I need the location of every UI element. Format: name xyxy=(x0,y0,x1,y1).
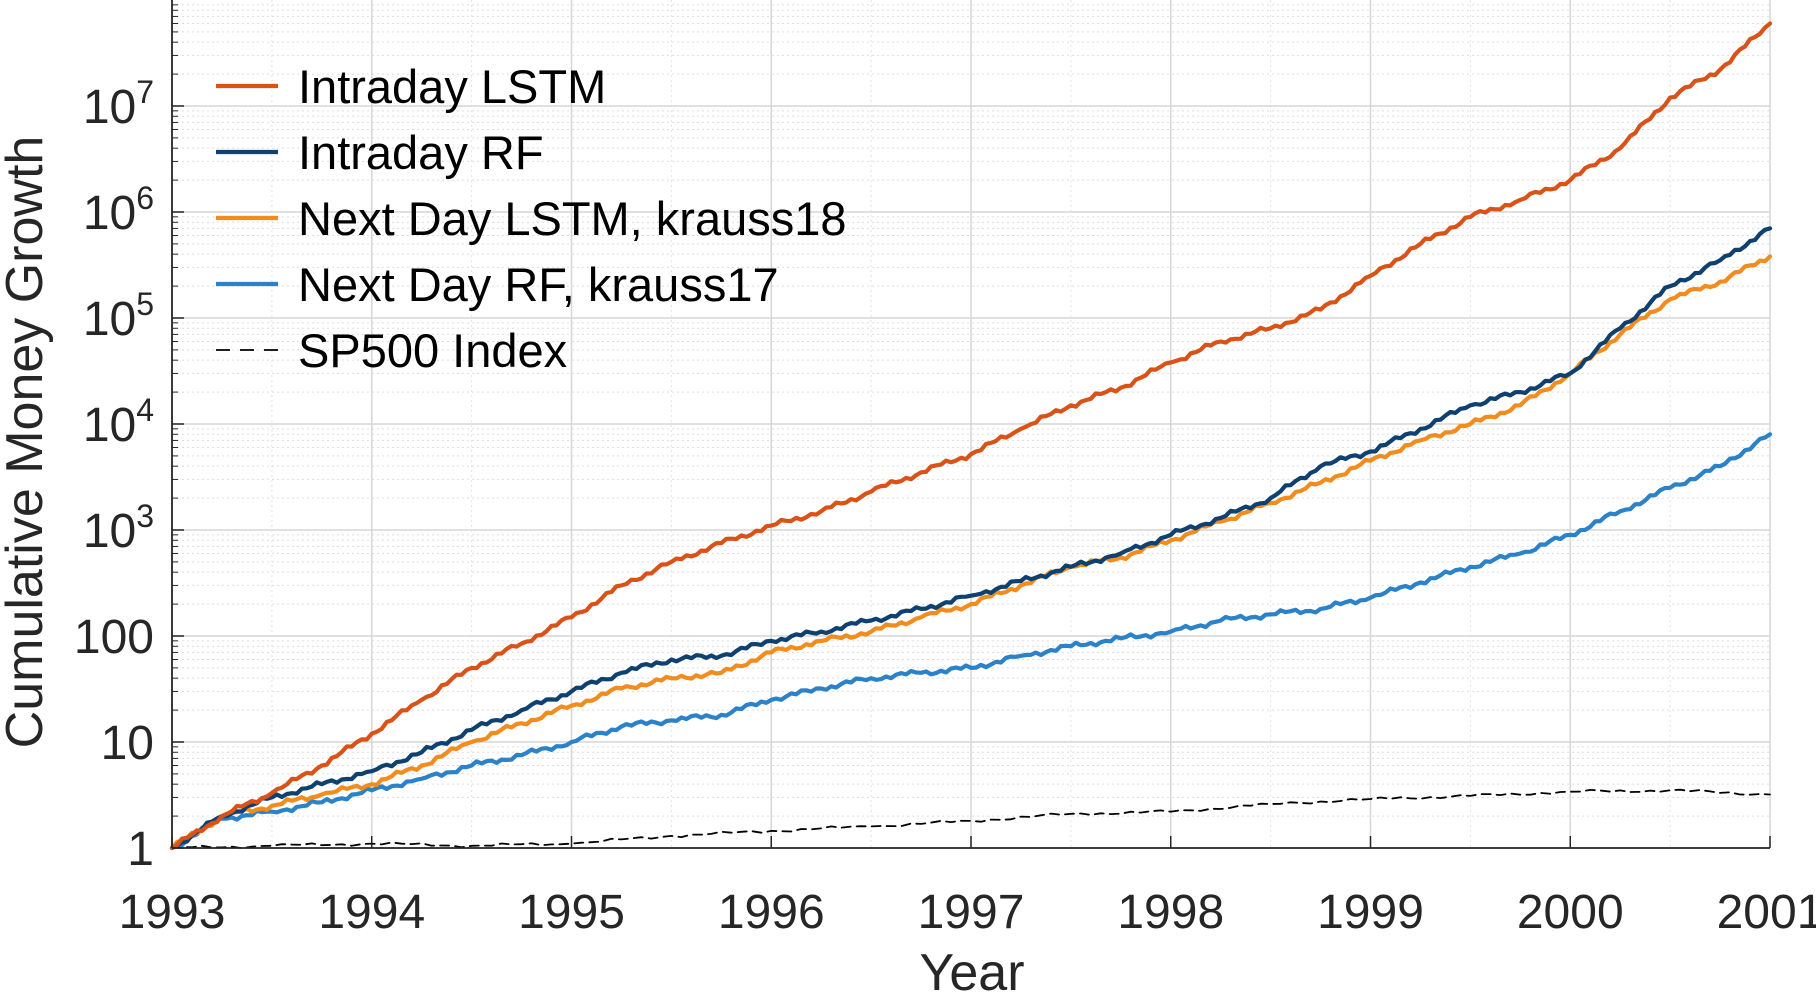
series-line-intraday-lstm xyxy=(169,21,1773,851)
legend-label: Next Day LSTM, krauss18 xyxy=(298,192,847,245)
y-tick-label: 107 xyxy=(83,74,154,134)
y-tick-label: 106 xyxy=(83,180,154,240)
legend-label: Intraday RF xyxy=(298,126,544,179)
legend: Intraday LSTM Intraday RF Next Day LSTM, k… xyxy=(216,60,847,377)
series-line-intraday-rf xyxy=(169,226,1773,851)
x-tick-label: 1995 xyxy=(518,886,625,939)
x-tick-label: 2001 xyxy=(1717,886,1816,939)
x-axis-title: Year xyxy=(919,944,1024,1000)
x-tick-labels: 1993 1994 1995 1996 1997 1998 1999 2000 2001 xyxy=(119,886,1816,939)
series-line-next-day-rf-krauss17 xyxy=(169,432,1773,851)
y-tick-label: 104 xyxy=(83,392,154,452)
x-tick-label: 1997 xyxy=(918,886,1025,939)
x-tick-label: 2000 xyxy=(1517,886,1624,939)
legend-label: Next Day RF, krauss17 xyxy=(298,258,779,311)
legend-label: Intraday LSTM xyxy=(298,60,606,113)
legend-label: SP500 Index xyxy=(298,324,567,377)
y-tick-label: 100 xyxy=(74,611,154,664)
y-axis-title: Cumulative Money Growth xyxy=(0,136,54,749)
x-tick-label: 1993 xyxy=(119,886,226,939)
axes xyxy=(171,0,1771,849)
series-line-next-day-lstm-krauss18 xyxy=(169,254,1773,851)
x-tick-label: 1999 xyxy=(1317,886,1424,939)
series-layer xyxy=(169,21,1773,851)
y-tick-labels: 1 10 100 103 104 105 106 107 xyxy=(74,74,154,876)
y-tick-label: 10 xyxy=(101,717,154,770)
x-tick-label: 1994 xyxy=(318,886,425,939)
x-tick-label: 1996 xyxy=(718,886,825,939)
series-line-sp500-index xyxy=(171,788,1771,850)
y-tick-label: 105 xyxy=(83,286,154,346)
y-tick-label: 1 xyxy=(127,823,154,876)
y-tick-label: 103 xyxy=(83,498,154,558)
x-tick-label: 1998 xyxy=(1117,886,1224,939)
